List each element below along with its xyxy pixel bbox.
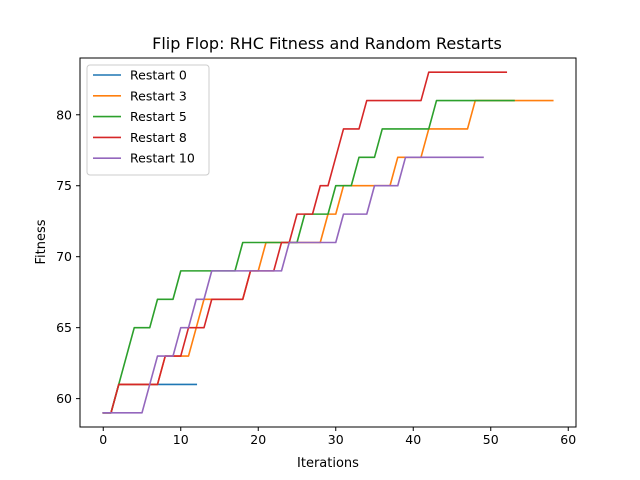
axes-ticks: 0 10 20 30 40 50 60 60 65 70 75 80	[56, 107, 576, 447]
x-tick-label: 20	[250, 432, 266, 447]
legend-label-4: Restart 10	[130, 151, 195, 166]
y-tick-label: 60	[56, 391, 72, 406]
legend-box	[86, 64, 210, 176]
x-axis-label: Iterations	[297, 456, 359, 471]
chart-title: Flip Flop: RHC Fitness and Random Restar…	[152, 34, 502, 53]
x-tick-label: 30	[328, 432, 344, 447]
y-tick-label: 65	[56, 320, 72, 335]
x-tick-label: 50	[483, 432, 499, 447]
x-tick-label: 60	[560, 432, 576, 447]
legend: Restart 0 Restart 3 Restart 5 Restart 8 Rest…	[86, 64, 210, 176]
plot-area	[102, 71, 554, 414]
legend-label-1: Restart 3	[130, 88, 187, 103]
y-tick-label: 75	[56, 178, 72, 193]
legend-label-0: Restart 0	[130, 68, 187, 83]
legend-label-2: Restart 5	[130, 109, 187, 124]
x-tick-label: 0	[99, 432, 107, 447]
plot-frame	[79, 57, 577, 428]
x-tick-label: 10	[173, 432, 189, 447]
legend-label-3: Restart 8	[130, 130, 187, 145]
y-axis-label: Fitness	[34, 219, 49, 264]
x-tick-label: 40	[405, 432, 421, 447]
series-line-4	[102, 156, 484, 414]
y-tick-label: 70	[56, 249, 72, 264]
y-tick-label: 80	[56, 107, 72, 122]
